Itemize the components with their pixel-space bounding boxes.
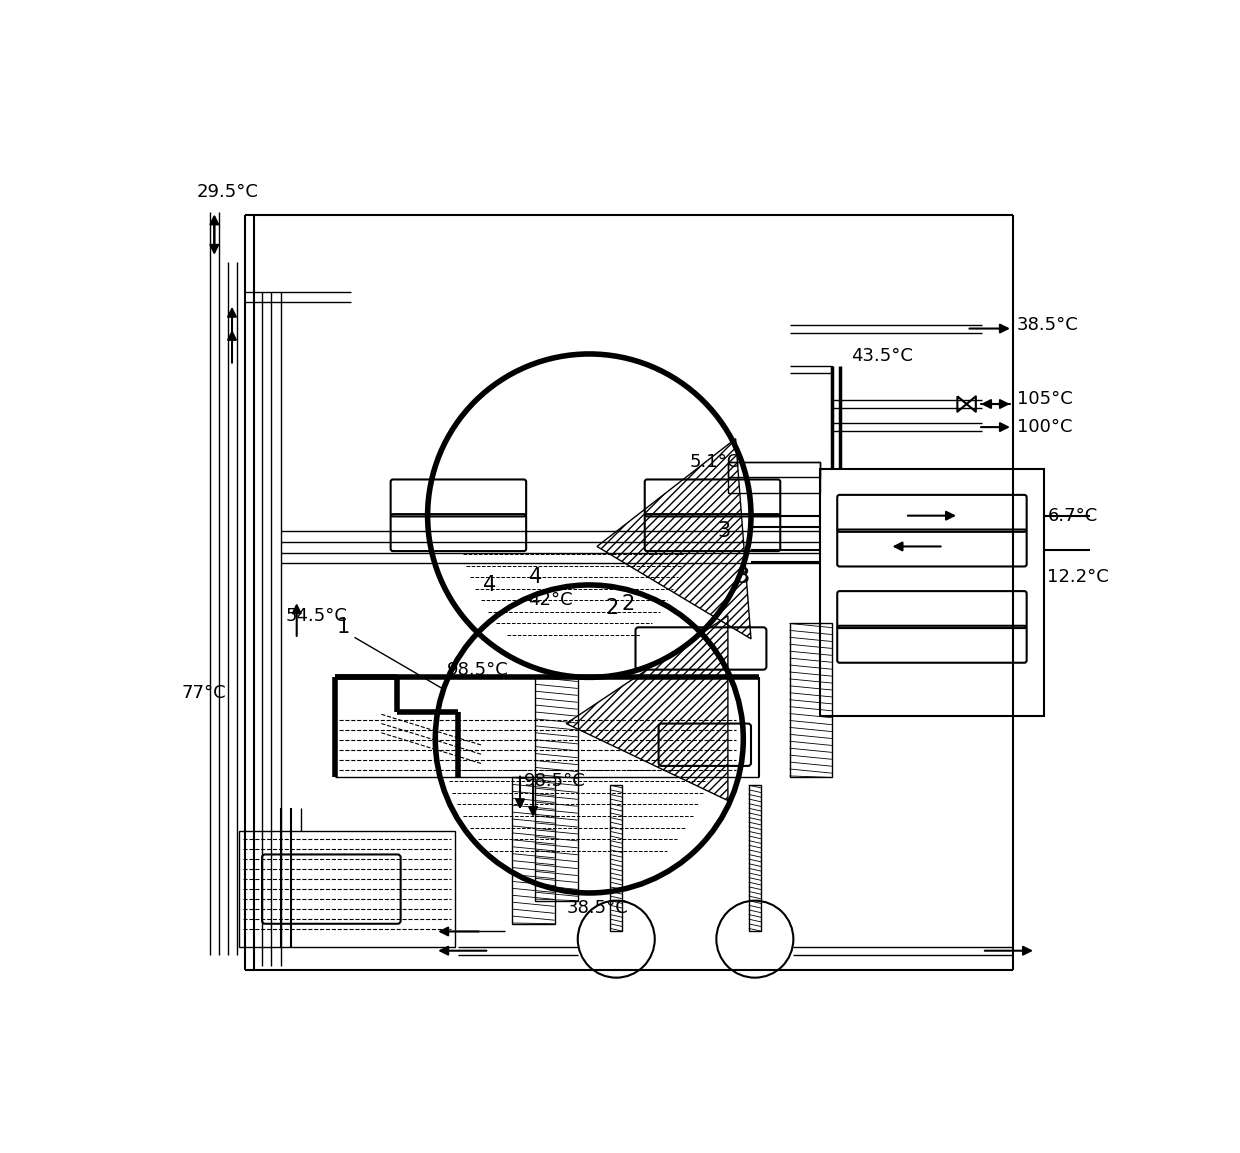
Text: 29.5°C: 29.5°C bbox=[197, 183, 258, 202]
Text: 4: 4 bbox=[482, 575, 496, 595]
Text: 2: 2 bbox=[621, 594, 635, 615]
Text: 4: 4 bbox=[528, 567, 542, 587]
Text: 12.2°C: 12.2°C bbox=[1048, 568, 1110, 586]
Text: 2: 2 bbox=[606, 598, 619, 618]
Text: 1: 1 bbox=[336, 617, 350, 638]
Text: 6.7°C: 6.7°C bbox=[1048, 506, 1097, 525]
Bar bbox=[536, 677, 578, 900]
Bar bbox=[749, 785, 761, 932]
Bar bbox=[512, 777, 554, 924]
Text: 3: 3 bbox=[737, 567, 750, 587]
Text: 98.5°C: 98.5°C bbox=[523, 773, 585, 790]
Bar bbox=[728, 461, 821, 477]
Text: 100°C: 100°C bbox=[1017, 419, 1073, 436]
Text: 43.5°C: 43.5°C bbox=[851, 347, 913, 364]
Bar bbox=[610, 785, 622, 932]
Text: 98.5°C: 98.5°C bbox=[446, 661, 508, 679]
Bar bbox=[790, 624, 832, 777]
Bar bbox=[239, 831, 455, 947]
Text: 38.5°C: 38.5°C bbox=[567, 899, 627, 918]
Text: 54.5°C: 54.5°C bbox=[285, 606, 347, 625]
Text: 38.5°C: 38.5°C bbox=[1017, 316, 1079, 333]
Bar bbox=[728, 461, 821, 492]
Text: 77°C: 77°C bbox=[181, 684, 226, 702]
Text: 42°C: 42°C bbox=[528, 591, 573, 609]
Text: 3: 3 bbox=[718, 521, 730, 541]
Text: 105°C: 105°C bbox=[1017, 390, 1073, 408]
Text: 5.1°C: 5.1°C bbox=[689, 453, 739, 470]
Bar bbox=[821, 469, 1044, 716]
